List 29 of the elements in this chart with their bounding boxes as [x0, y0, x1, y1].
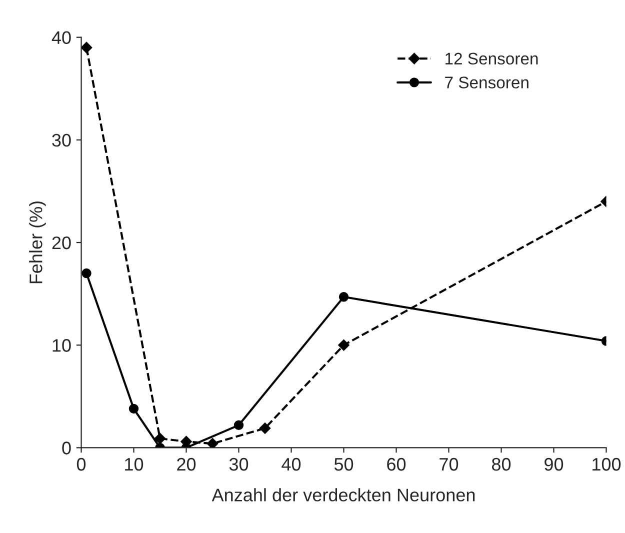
point	[81, 42, 92, 54]
point	[338, 340, 350, 351]
legend-label: 12 Sensoren	[446, 52, 538, 65]
y-axis-title: Fehler (%)	[29, 201, 46, 284]
x-tick-label: 90	[544, 458, 564, 471]
x-tick-label: 0	[76, 458, 86, 471]
point	[82, 268, 92, 278]
x-tick-label: 20	[177, 458, 196, 471]
y-tick-label: 40	[52, 31, 71, 44]
point	[154, 432, 166, 444]
x-tick-label: 50	[334, 458, 354, 471]
y-tick-label: 0	[62, 442, 71, 454]
y-tick-label: 30	[52, 134, 71, 147]
x-tick-label: 70	[440, 458, 458, 471]
y-tick-label: 20	[52, 236, 71, 250]
point	[234, 420, 244, 430]
point	[259, 422, 271, 434]
x-tick-label: 60	[387, 458, 406, 471]
x-tick-label: 10	[125, 458, 144, 471]
legend-label: 7 Sensoren	[445, 76, 528, 88]
x-tick-label: 80	[492, 458, 511, 471]
point	[338, 292, 349, 302]
point	[128, 404, 139, 414]
x-axis-title: Anzahl der verdeckten Neuronen	[212, 488, 475, 502]
x-tick-label: 30	[229, 458, 248, 471]
y-tick-label: 10	[52, 339, 71, 352]
x-tick-label: 100	[592, 458, 621, 471]
point	[206, 438, 218, 448]
x-tick-label: 40	[282, 458, 301, 471]
